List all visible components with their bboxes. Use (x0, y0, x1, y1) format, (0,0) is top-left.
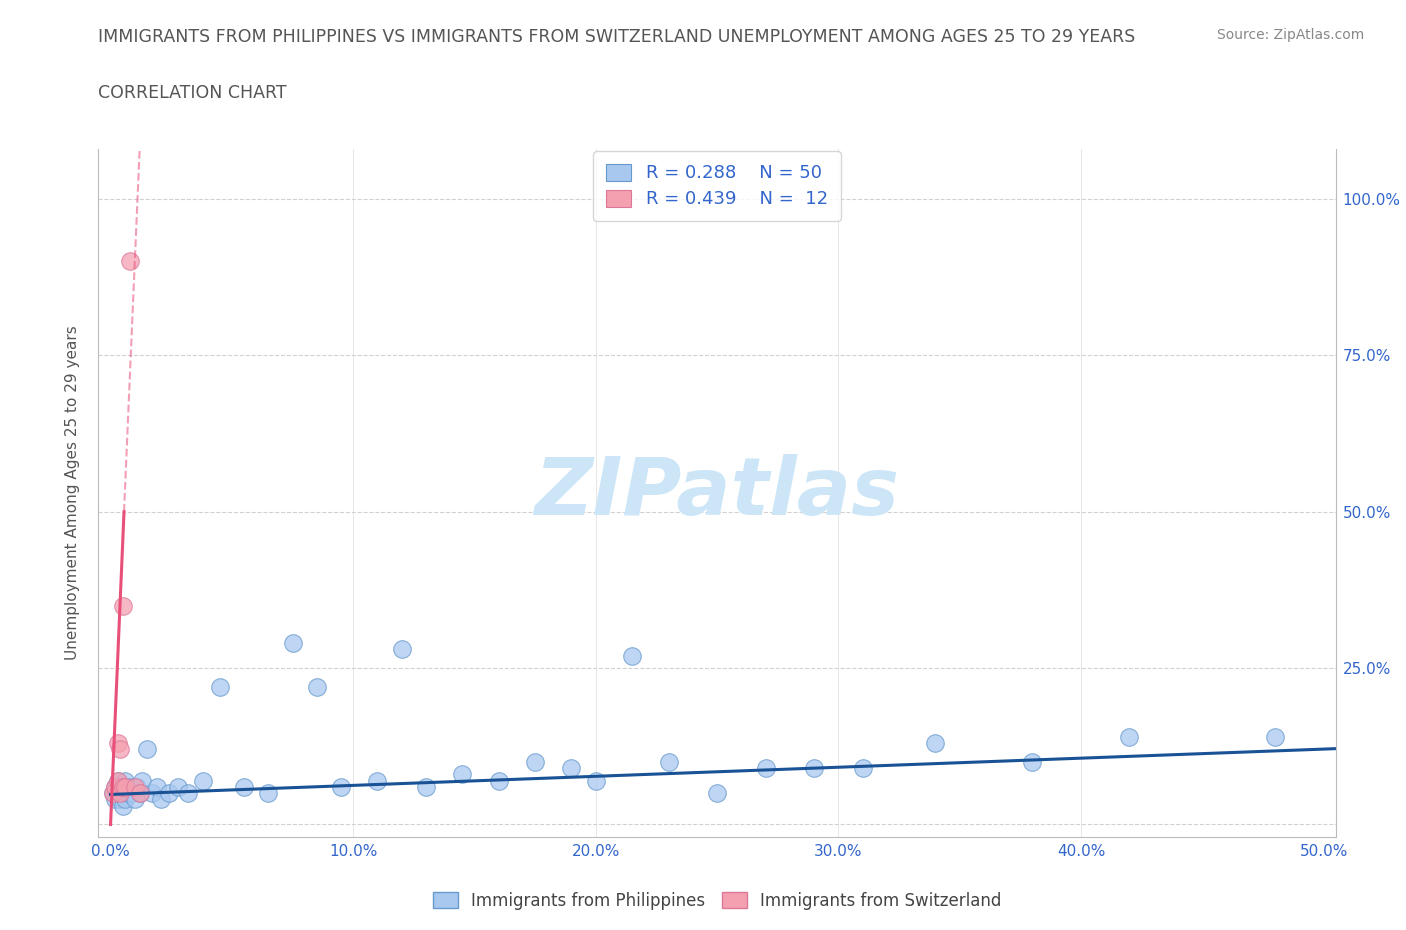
Point (136, 742, 159, 757)
Point (107, 773, 129, 788)
Point (141, 786, 163, 801)
Point (1021, 754, 1043, 769)
Point (128, 786, 150, 801)
Point (451, 767, 474, 782)
Point (114, 792, 136, 807)
Point (706, 786, 728, 801)
Point (191, 773, 214, 788)
Point (145, 779, 167, 794)
Point (755, 761, 778, 776)
Point (305, 680, 328, 695)
Point (124, 792, 146, 807)
Point (208, 680, 231, 695)
Point (104, 779, 127, 794)
Point (167, 779, 190, 794)
Point (104, 779, 127, 794)
Point (924, 736, 946, 751)
Text: IMMIGRANTS FROM PHILIPPINES VS IMMIGRANTS FROM SWITZERLAND UNEMPLOYMENT AMONG AG: IMMIGRANTS FROM PHILIPPINES VS IMMIGRANT… (98, 28, 1136, 46)
Point (107, 736, 129, 751)
Point (118, 254, 141, 269)
Text: Source: ZipAtlas.com: Source: ZipAtlas.com (1216, 28, 1364, 42)
Point (391, 642, 413, 657)
Point (110, 792, 132, 807)
Point (366, 773, 388, 788)
Legend: Immigrants from Philippines, Immigrants from Switzerland: Immigrants from Philippines, Immigrants … (425, 884, 1010, 918)
Point (121, 786, 143, 801)
Point (110, 742, 132, 757)
Point (110, 786, 132, 801)
Point (101, 786, 124, 801)
Point (118, 779, 141, 794)
Text: CORRELATION CHART: CORRELATION CHART (98, 84, 287, 101)
Point (1118, 729, 1140, 744)
Point (117, 786, 139, 801)
Point (415, 779, 437, 794)
Point (233, 779, 256, 794)
Point (111, 598, 134, 613)
Point (852, 761, 875, 776)
Point (107, 786, 129, 801)
Point (110, 779, 132, 794)
Point (128, 786, 150, 801)
Point (585, 773, 607, 788)
Point (127, 779, 149, 794)
Point (157, 786, 180, 801)
Point (281, 635, 304, 650)
Point (111, 779, 134, 794)
Point (114, 779, 136, 794)
Point (111, 798, 134, 813)
Point (177, 786, 200, 801)
Point (524, 754, 547, 769)
Point (488, 773, 510, 788)
Point (124, 779, 146, 794)
Point (114, 773, 136, 788)
Text: ZIPatlas: ZIPatlas (534, 454, 900, 532)
Point (101, 786, 124, 801)
Point (107, 773, 129, 788)
Point (621, 648, 644, 663)
Point (150, 792, 173, 807)
Point (330, 779, 353, 794)
Point (803, 761, 825, 776)
Point (657, 754, 679, 769)
Point (131, 773, 153, 788)
Point (560, 761, 582, 776)
Y-axis label: Unemployment Among Ages 25 to 29 years: Unemployment Among Ages 25 to 29 years (65, 326, 80, 660)
Point (1264, 729, 1286, 744)
Point (104, 792, 127, 807)
Point (111, 786, 134, 801)
Point (257, 786, 280, 801)
